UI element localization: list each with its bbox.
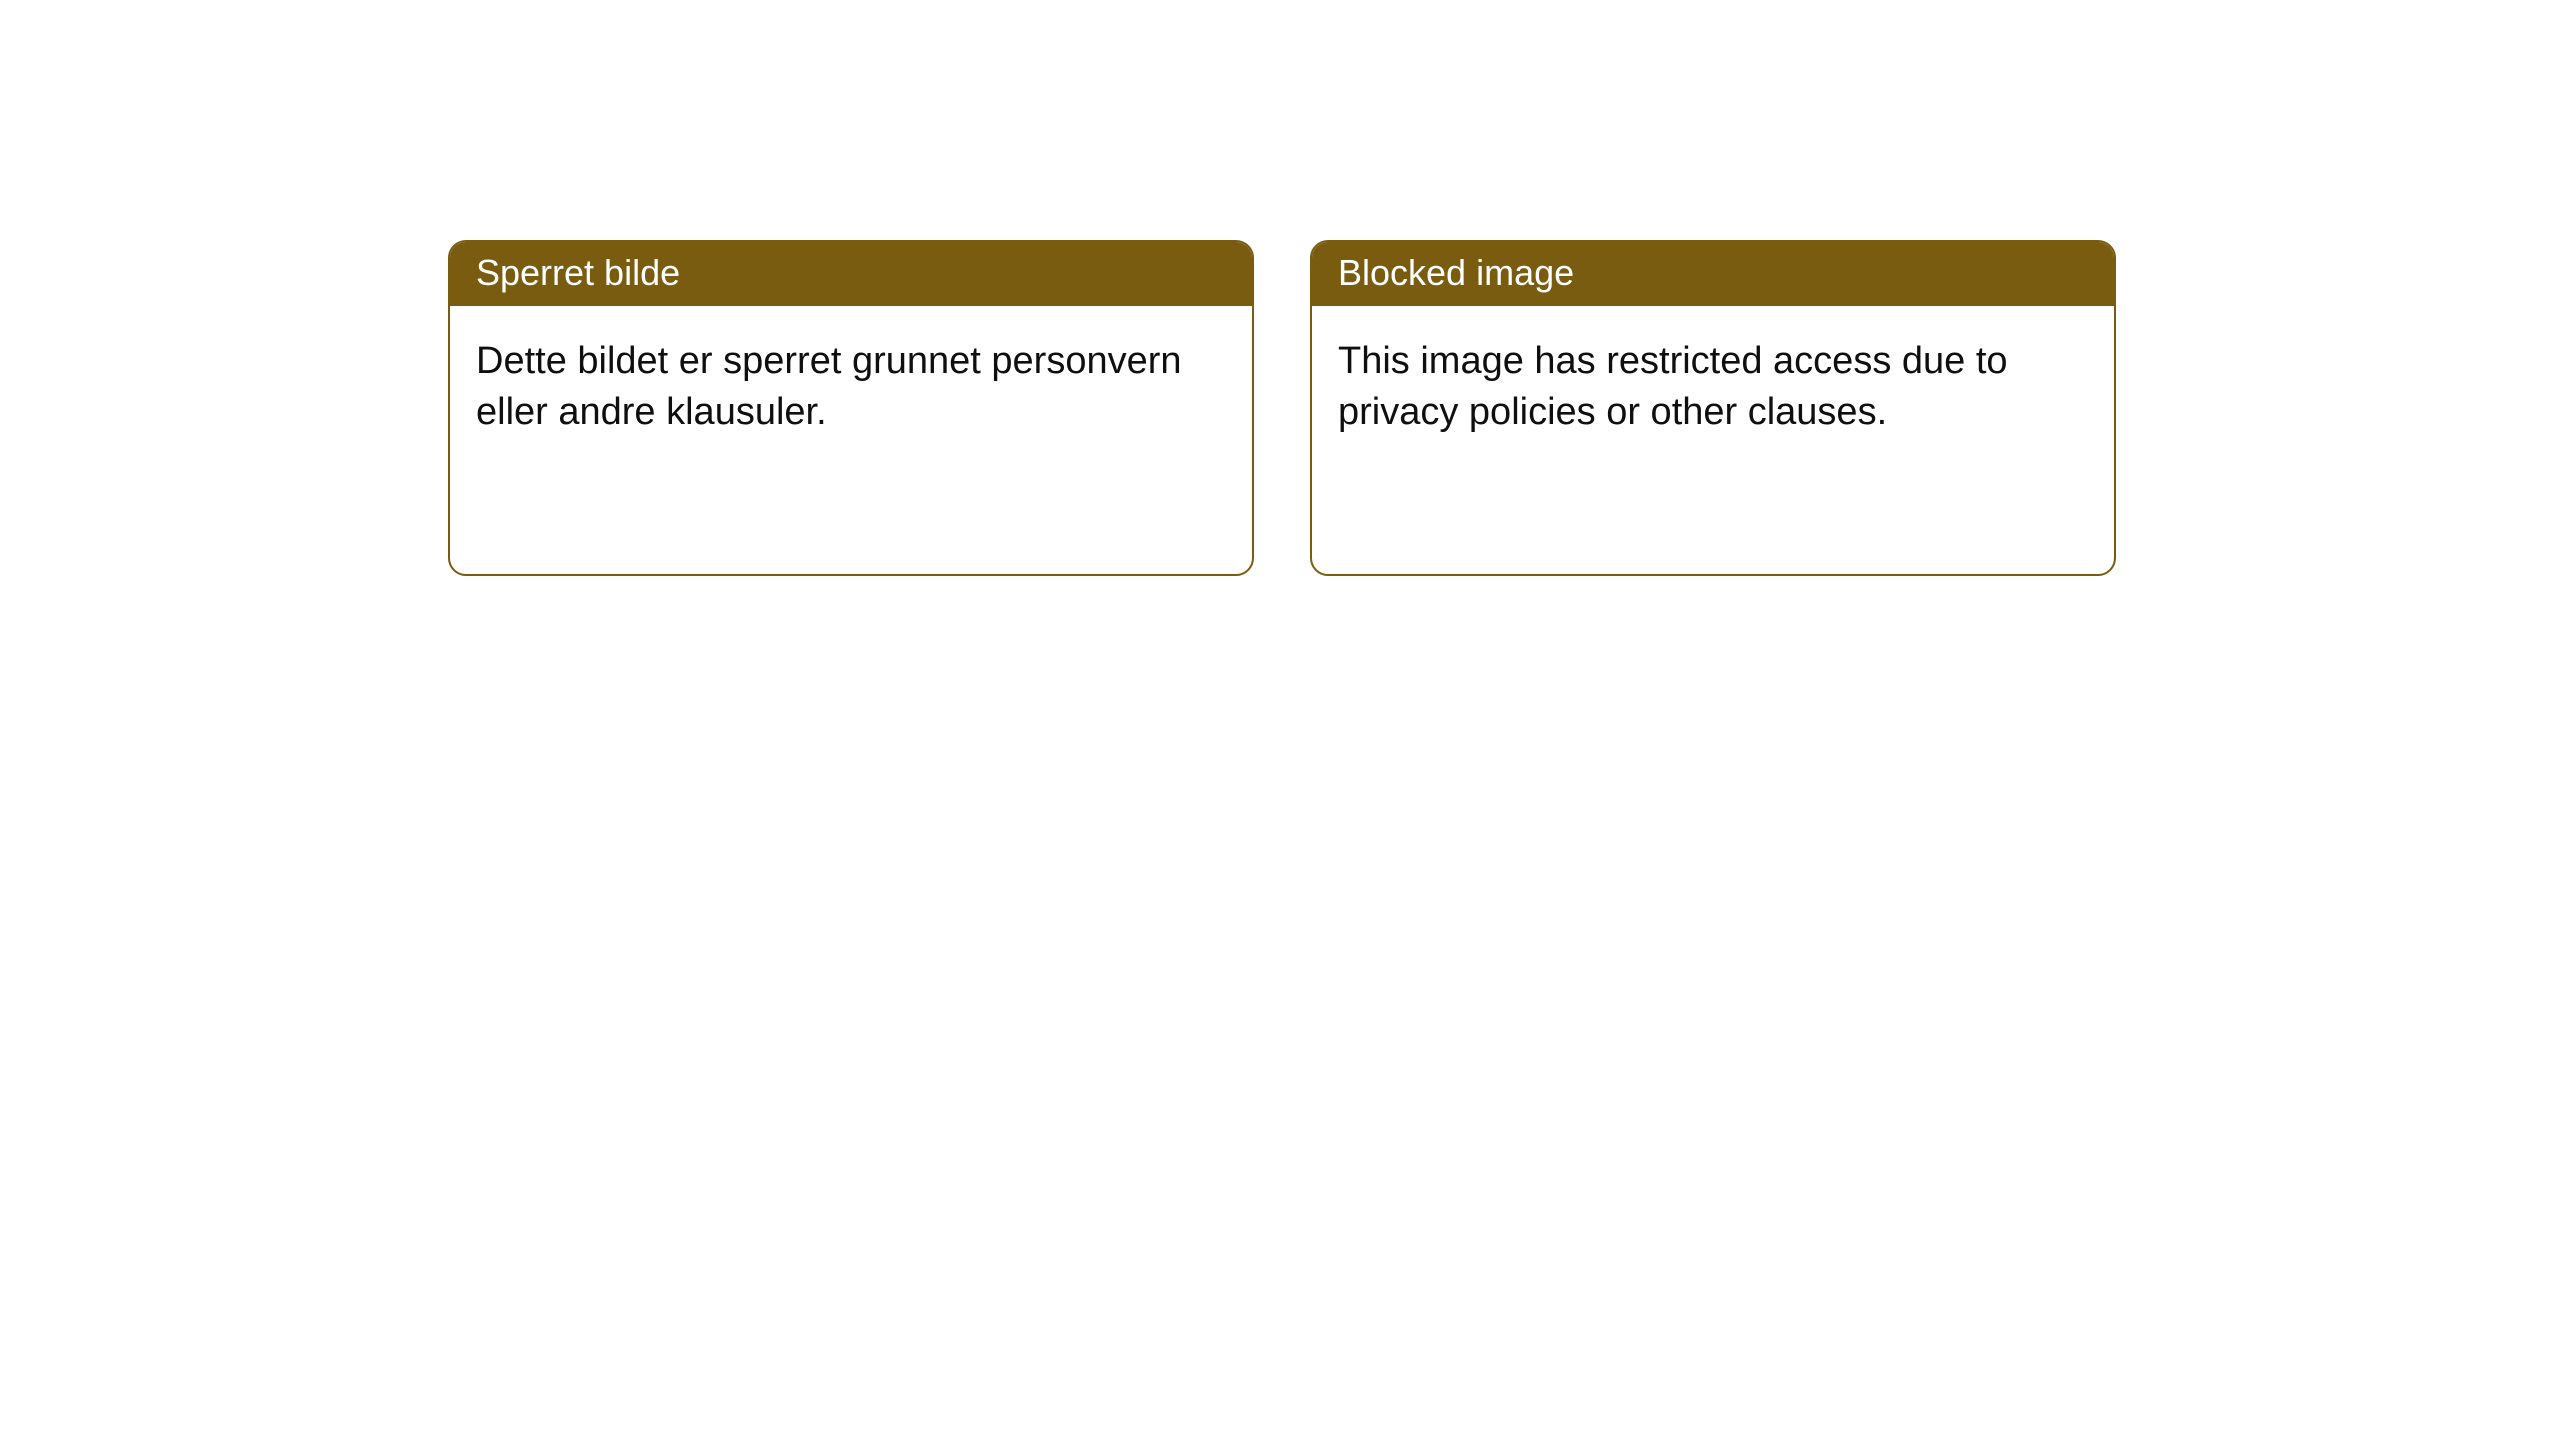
- card-body-norwegian: Dette bildet er sperret grunnet personve…: [450, 306, 1252, 469]
- card-body-text: This image has restricted access due to …: [1338, 340, 2008, 433]
- card-body-english: This image has restricted access due to …: [1312, 306, 2114, 469]
- notice-container: Sperret bilde Dette bildet er sperret gr…: [0, 0, 2560, 576]
- card-body-text: Dette bildet er sperret grunnet personve…: [476, 340, 1182, 433]
- card-header-english: Blocked image: [1312, 242, 2114, 306]
- card-title: Blocked image: [1338, 252, 1574, 293]
- blocked-image-card-english: Blocked image This image has restricted …: [1310, 240, 2116, 576]
- blocked-image-card-norwegian: Sperret bilde Dette bildet er sperret gr…: [448, 240, 1254, 576]
- card-title: Sperret bilde: [476, 252, 680, 293]
- card-header-norwegian: Sperret bilde: [450, 242, 1252, 306]
